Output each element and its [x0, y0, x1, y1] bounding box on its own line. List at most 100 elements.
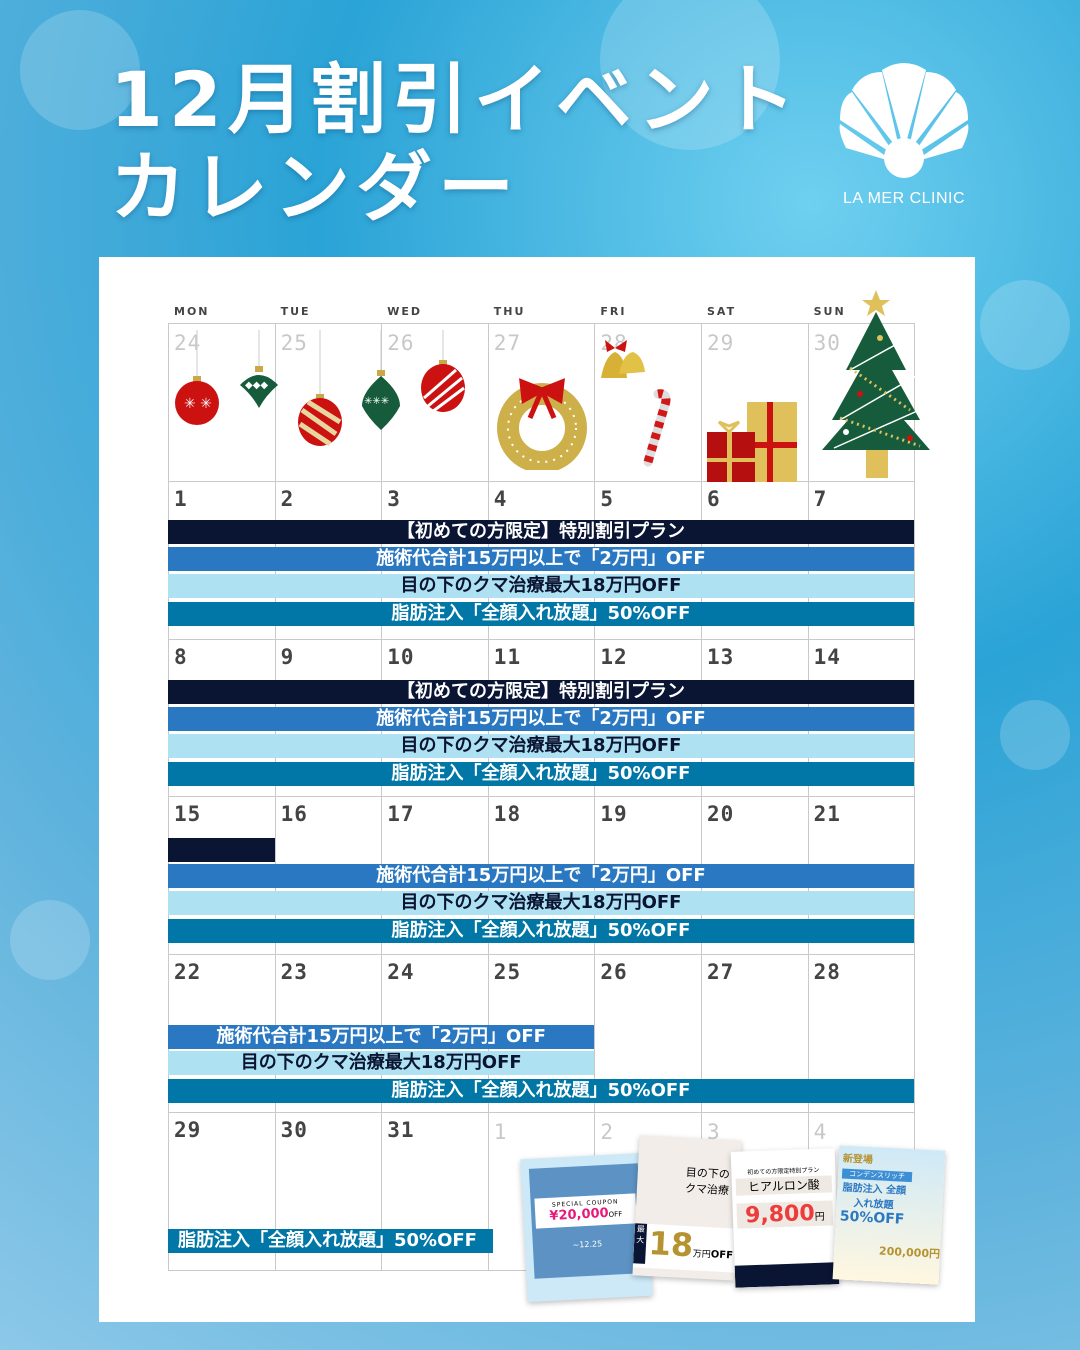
grid-line [807, 323, 809, 1270]
event-bar-fat_injection[interactable]: 脂肪注入「全顔入れ放題」50%OFF [168, 1079, 914, 1103]
day-cell-3-6[interactable]: 21 [813, 802, 841, 826]
gift-icon [707, 402, 797, 482]
day-cell-5-5[interactable]: 3 [707, 1120, 721, 1144]
weekday-sun: SUN [813, 305, 846, 318]
grid-line [381, 323, 383, 1270]
day-cell-4-4[interactable]: 26 [600, 960, 628, 984]
event-bar-dark_circles[interactable]: 目の下のクマ治療最大18万円OFF [168, 734, 914, 758]
flyer-fi-price: 200,000円 [878, 1244, 941, 1261]
grid-line [487, 323, 489, 1270]
day-cell-4-2[interactable]: 24 [387, 960, 415, 984]
flyer-dc-amount: 18 [647, 1224, 695, 1265]
day-cell-5-6[interactable]: 4 [813, 1120, 828, 1144]
weekday-wed: WED [387, 305, 422, 318]
flyer-dc-off: OFF [710, 1249, 734, 1262]
flyer-coupon[interactable]: SPECIAL COUPON ¥20,000OFF ~12.25 [520, 1152, 653, 1303]
event-bar-dark_circles[interactable]: 目の下のクマ治療最大18万円OFF [168, 891, 914, 915]
event-bar-dark_circles[interactable]: 目の下のクマ治療最大18万円OFF [168, 1051, 595, 1075]
svg-text:✳✳✳: ✳✳✳ [364, 396, 389, 407]
day-cell-5-2[interactable]: 31 [387, 1118, 415, 1142]
day-cell-2-4[interactable]: 12 [600, 645, 628, 669]
day-cell-3-0[interactable]: 15 [174, 802, 202, 826]
logo-text: LA MER CLINIC [842, 190, 966, 207]
grid-line [168, 639, 914, 640]
flyer-coupon-off: OFF [608, 1210, 623, 1219]
day-cell-0-1[interactable]: 25 [280, 331, 308, 355]
day-cell-1-2[interactable]: 3 [387, 487, 401, 511]
event-bar-fat_injection[interactable]: 脂肪注入「全顔入れ放題」50%OFF [168, 1229, 493, 1253]
flyer-fat-injection[interactable]: 新登場 コンデンスリッチ 脂肪注入 全顔入れ放題 50%OFF 200,000円 [832, 1145, 946, 1285]
grid-line [594, 323, 596, 1270]
day-cell-2-5[interactable]: 13 [707, 645, 735, 669]
day-cell-4-5[interactable]: 27 [707, 960, 735, 984]
ornament-icon: ✳ ✳ [175, 330, 219, 425]
day-cell-2-2[interactable]: 10 [387, 645, 415, 669]
grid-line [168, 796, 914, 797]
day-cell-5-3[interactable]: 1 [493, 1120, 508, 1144]
day-cell-2-1[interactable]: 9 [280, 645, 295, 669]
weekday-thu: THU [493, 305, 526, 318]
christmas-tree-icon [822, 290, 930, 478]
day-cell-2-0[interactable]: 8 [174, 645, 188, 669]
day-cell-1-5[interactable]: 6 [707, 487, 721, 511]
grid-line [914, 323, 915, 1270]
day-cell-4-0[interactable]: 22 [174, 960, 202, 984]
grid-line [168, 954, 914, 955]
day-cell-1-4[interactable]: 5 [600, 487, 615, 511]
day-cell-4-6[interactable]: 28 [813, 960, 841, 984]
event-bar-first_time[interactable]: 【初めての方限定】特別割引プラン [168, 680, 914, 704]
grid-line [274, 323, 276, 1270]
grid-line [168, 1112, 914, 1113]
flyer-coupon-price: ¥20,000 [549, 1205, 610, 1224]
ornament-icon: ◆◆◆ [240, 330, 278, 408]
candy-cane-icon [643, 389, 671, 467]
day-cell-0-6[interactable]: 30 [813, 331, 841, 355]
day-cell-4-1[interactable]: 23 [280, 960, 308, 984]
day-cell-3-5[interactable]: 20 [707, 802, 735, 826]
day-cell-0-3[interactable]: 27 [493, 331, 522, 355]
calendar-card [99, 257, 975, 1322]
day-cell-3-2[interactable]: 17 [387, 802, 415, 826]
day-cell-2-3[interactable]: 11 [493, 645, 522, 669]
day-cell-0-0[interactable]: 24 [174, 331, 202, 355]
event-bar-total_discount[interactable]: 施術代合計15万円以上で「2万円」OFF [168, 547, 914, 571]
ornament-icon: ✳✳✳ [362, 330, 400, 430]
day-cell-0-5[interactable]: 29 [707, 331, 735, 355]
flyer-dark-circles[interactable]: 目の下のクマ治療 最大 18万円OFF [632, 1135, 742, 1281]
flyer-dc-title: 目の下のクマ治療 [684, 1165, 731, 1198]
event-bar-first_time[interactable]: 【初めての方限定】特別割引プラン [168, 520, 914, 544]
day-cell-1-1[interactable]: 2 [280, 487, 295, 511]
event-bar-first_time[interactable] [168, 838, 275, 862]
day-cell-5-0[interactable]: 29 [174, 1118, 202, 1142]
day-cell-3-3[interactable]: 18 [493, 802, 522, 826]
bell-icon [601, 340, 645, 378]
day-cell-1-3[interactable]: 4 [493, 487, 508, 511]
event-bar-fat_injection[interactable]: 脂肪注入「全顔入れ放題」50%OFF [168, 602, 914, 626]
weekday-mon: MON [174, 305, 210, 318]
day-cell-3-1[interactable]: 16 [280, 802, 308, 826]
flyer-ha-title: ヒアルロン酸 [735, 1175, 833, 1196]
day-cell-3-4[interactable]: 19 [600, 802, 628, 826]
event-bar-total_discount[interactable]: 施術代合計15万円以上で「2万円」OFF [168, 1025, 595, 1049]
day-cell-5-4[interactable]: 2 [600, 1120, 615, 1144]
day-cell-1-0[interactable]: 1 [174, 487, 188, 511]
flyer-dc-badge: 最大 [633, 1223, 648, 1264]
event-bar-fat_injection[interactable]: 脂肪注入「全顔入れ放題」50%OFF [168, 762, 914, 786]
event-bar-total_discount[interactable]: 施術代合計15万円以上で「2万円」OFF [168, 707, 914, 731]
day-cell-2-6[interactable]: 14 [813, 645, 841, 669]
day-cell-5-1[interactable]: 30 [280, 1118, 308, 1142]
ornament-icon [421, 330, 465, 414]
event-bar-fat_injection[interactable]: 脂肪注入「全顔入れ放題」50%OFF [168, 919, 914, 943]
shell-logo-icon [839, 63, 969, 178]
svg-text:◆◆◆: ◆◆◆ [245, 380, 268, 391]
flyer-hyaluronic[interactable]: 初めての方限定特別プラン ヒアルロン酸 9,800円 [730, 1148, 840, 1288]
day-cell-4-3[interactable]: 25 [493, 960, 522, 984]
flyer-dc-unit: 万円 [692, 1249, 712, 1261]
day-cell-0-4[interactable]: 28 [600, 331, 628, 355]
event-bar-dark_circles[interactable]: 目の下のクマ治療最大18万円OFF [168, 574, 914, 598]
flyer-fi-badge: 新登場 [842, 1153, 874, 1167]
day-cell-0-2[interactable]: 26 [387, 331, 415, 355]
flyer-ha-price: 9,800 [744, 1200, 816, 1229]
event-bar-total_discount[interactable]: 施術代合計15万円以上で「2万円」OFF [168, 864, 914, 888]
day-cell-1-6[interactable]: 7 [813, 487, 828, 511]
